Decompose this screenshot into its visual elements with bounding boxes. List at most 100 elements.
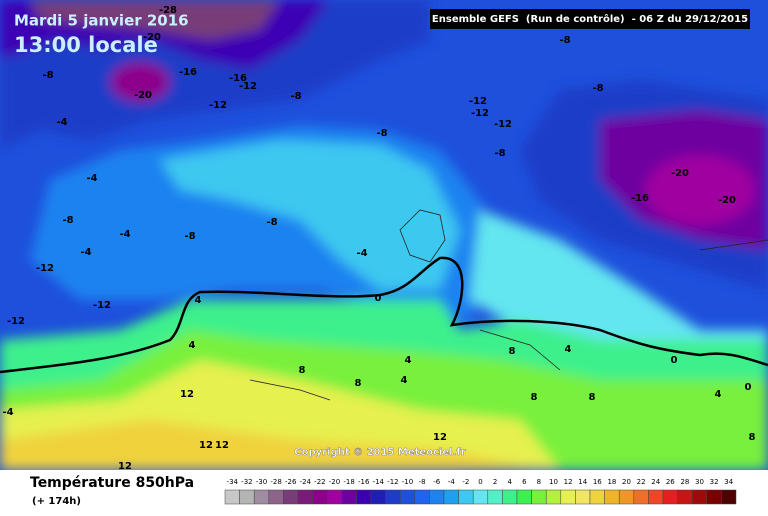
contour-label: 12 bbox=[215, 440, 229, 451]
contour-label: -12 bbox=[239, 81, 257, 92]
contour-label: -16 bbox=[229, 73, 247, 84]
scale-label: 14 bbox=[578, 478, 587, 486]
scale-swatch bbox=[253, 489, 270, 505]
contour-label: 0 bbox=[671, 355, 678, 366]
map: -28-20-8 -16-16-12-20 -8-12-8-8-12-12-12-4… bbox=[0, 0, 768, 472]
scale-swatch bbox=[443, 489, 459, 505]
run-box bbox=[430, 9, 750, 29]
scale-swatch bbox=[662, 489, 678, 505]
scale-label: 30 bbox=[695, 478, 704, 486]
contour-label: -12 bbox=[7, 316, 25, 327]
contour-label: 4 bbox=[195, 295, 202, 306]
scale-swatch bbox=[618, 489, 635, 505]
scale-swatch bbox=[545, 489, 562, 505]
contour-label: -28 bbox=[159, 5, 177, 16]
scale-label: 16 bbox=[593, 478, 602, 486]
contour-label: 4 bbox=[401, 375, 408, 386]
contour-label: -4 bbox=[356, 248, 367, 259]
copyright: Copyright © 2015 Meteociel.fr bbox=[294, 447, 465, 458]
contour-label: 8 bbox=[531, 392, 538, 403]
contour-label: -12 bbox=[494, 119, 512, 130]
contour-label: -8 bbox=[376, 128, 387, 139]
scale-swatch bbox=[399, 489, 416, 505]
contour-label: -8 bbox=[494, 148, 505, 159]
contour-label: 8 bbox=[589, 392, 596, 403]
scale-label: -26 bbox=[285, 478, 297, 486]
scale-swatch bbox=[589, 489, 605, 505]
scale-label: 12 bbox=[564, 478, 573, 486]
contour-label: -12 bbox=[36, 263, 54, 274]
scale-label: -28 bbox=[270, 478, 281, 486]
scale-label: -18 bbox=[343, 478, 354, 486]
scale-swatch bbox=[312, 489, 328, 505]
contour-label: -4 bbox=[119, 229, 130, 240]
scale-label: -32 bbox=[241, 478, 252, 486]
scale-swatch bbox=[648, 489, 664, 505]
contour-label: 4 bbox=[715, 389, 722, 400]
temperature-field bbox=[0, 0, 768, 470]
contour-label: 12 bbox=[180, 389, 194, 400]
scale-swatch bbox=[356, 489, 372, 505]
contour-label: -8 bbox=[62, 215, 73, 226]
contour-label: -8 bbox=[559, 35, 570, 46]
scale-label: -8 bbox=[419, 478, 426, 486]
contour-label: -4 bbox=[86, 173, 97, 184]
scale-label: -14 bbox=[373, 478, 385, 486]
date-label: Mardi 5 janvier 2016 bbox=[14, 12, 189, 30]
scale-swatch bbox=[385, 489, 401, 505]
scale-swatch bbox=[458, 489, 474, 505]
contour-label: -8 bbox=[592, 83, 603, 94]
scale-label: 34 bbox=[724, 478, 733, 486]
contour-label: -8 bbox=[266, 217, 277, 228]
contour-label: -4 bbox=[56, 117, 67, 128]
contour-label: 12 bbox=[199, 440, 213, 451]
scale-swatch bbox=[297, 489, 313, 505]
scale-swatch bbox=[706, 489, 722, 505]
time-label: 13:00 locale bbox=[14, 33, 158, 57]
scale-label: -30 bbox=[256, 478, 267, 486]
scale-swatch bbox=[575, 489, 591, 505]
contour-label: 8 bbox=[355, 378, 362, 389]
scale-label: -10 bbox=[402, 478, 413, 486]
scale-label: 28 bbox=[680, 478, 689, 486]
scale-swatch bbox=[677, 489, 693, 505]
scale-label: 4 bbox=[507, 478, 512, 486]
contour-label: 4 bbox=[405, 355, 412, 366]
scale-swatch bbox=[604, 489, 620, 505]
contour-label: 4 bbox=[189, 340, 196, 351]
scale-label: 22 bbox=[637, 478, 646, 486]
scale-swatch bbox=[224, 489, 240, 505]
scale-swatch bbox=[531, 489, 547, 505]
scale-swatch bbox=[341, 489, 357, 505]
scale-swatch bbox=[502, 489, 518, 505]
contour-labels: -28-20-8 -16-16-12-20 -8-12-8-8-12-12-12-4… bbox=[2, 5, 755, 472]
contour-label: -12 bbox=[469, 96, 487, 107]
scale-label: 0 bbox=[478, 478, 482, 486]
scale-label: 8 bbox=[537, 478, 541, 486]
scale-label: -12 bbox=[387, 478, 398, 486]
scale-label: -22 bbox=[314, 478, 325, 486]
scale-label: -20 bbox=[329, 478, 340, 486]
contour-label: 8 bbox=[509, 346, 516, 357]
contour-label: -4 bbox=[2, 407, 13, 418]
contour-label: -20 bbox=[143, 32, 161, 43]
contour-label: -8 bbox=[290, 91, 301, 102]
contour-label: -12 bbox=[209, 100, 227, 111]
contour-label: -8 bbox=[184, 231, 195, 242]
scale-label: -16 bbox=[358, 478, 370, 486]
contour-label: 8 bbox=[299, 365, 306, 376]
contour-label: 0 bbox=[375, 293, 382, 304]
scale-swatch bbox=[560, 489, 576, 505]
scale-swatch bbox=[472, 489, 489, 505]
scale-label: -4 bbox=[448, 478, 456, 486]
scale-swatch bbox=[239, 489, 255, 505]
scale-label: 20 bbox=[622, 478, 631, 486]
scale-label: 32 bbox=[710, 478, 719, 486]
contour-label: 4 bbox=[565, 344, 572, 355]
contour-label: -8 bbox=[42, 70, 53, 81]
scale-swatch bbox=[691, 489, 708, 505]
run-label: Ensemble GEFS (Run de contrôle) - 06 Z d… bbox=[432, 13, 748, 25]
scale-label: 6 bbox=[522, 478, 527, 486]
contour-label: 8 bbox=[749, 432, 756, 443]
